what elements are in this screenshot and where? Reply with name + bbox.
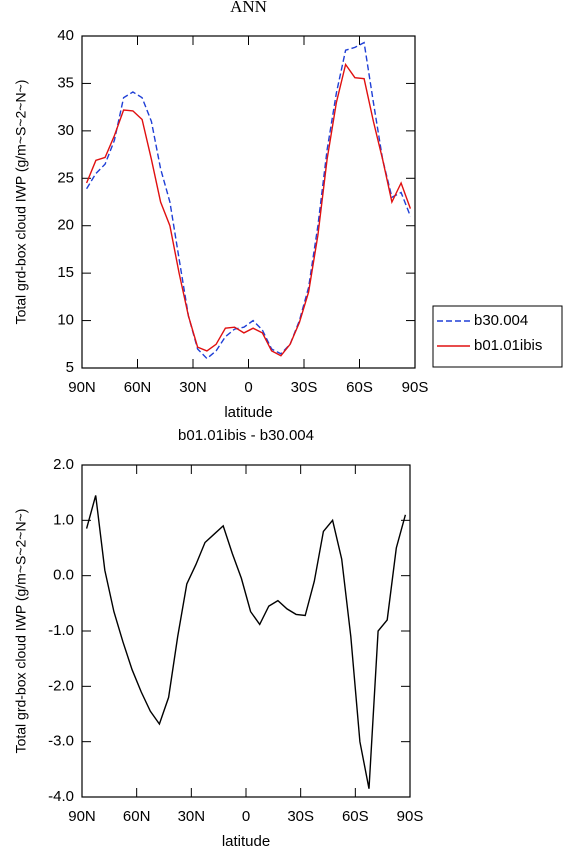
- y-tick-label: -4.0: [48, 788, 74, 805]
- y-tick-label: 1.0: [53, 511, 74, 528]
- y-tick-label: -2.0: [48, 677, 74, 694]
- y-axis-label: Total grd-box cloud IWP (g/m~S~2~N~): [13, 80, 29, 325]
- x-tick-label: 60S: [342, 808, 369, 825]
- legend-label: b30.004: [474, 312, 528, 329]
- x-tick-label: 30S: [287, 808, 314, 825]
- y-tick-label: 15: [57, 264, 74, 281]
- x-tick-label: 30N: [178, 808, 206, 825]
- chart-title: b01.01ibis - b30.004: [178, 427, 314, 444]
- legend-label: b01.01ibis: [474, 337, 542, 354]
- y-tick-label: 10: [57, 312, 74, 329]
- legend-box: [432, 305, 563, 368]
- x-tick-label: 30N: [179, 379, 207, 396]
- x-tick-label: 90S: [402, 379, 429, 396]
- data-line: [85, 495, 407, 789]
- x-tick-label: 0: [244, 379, 252, 396]
- data-line: [85, 62, 412, 357]
- chart-title: ANN: [230, 0, 267, 16]
- x-tick-label: 90N: [68, 379, 96, 396]
- y-tick-label: -3.0: [48, 733, 74, 750]
- plot-frame: [81, 464, 411, 798]
- y-tick-label: 0.0: [53, 567, 74, 584]
- x-axis-label: latitude: [222, 833, 270, 850]
- y-tick-label: 40: [57, 27, 74, 44]
- y-tick-label: 20: [57, 217, 74, 234]
- y-tick-label: 35: [57, 74, 74, 91]
- y-tick-label: 30: [57, 122, 74, 139]
- x-axis-label: latitude: [224, 404, 272, 421]
- x-tick-label: 30S: [291, 379, 318, 396]
- x-tick-label: 60N: [124, 379, 152, 396]
- x-tick-label: 90N: [68, 808, 96, 825]
- x-tick-label: 60S: [346, 379, 373, 396]
- x-tick-label: 90S: [397, 808, 424, 825]
- x-tick-label: 60N: [123, 808, 151, 825]
- x-tick-label: 0: [242, 808, 250, 825]
- y-tick-label: 25: [57, 169, 74, 186]
- y-tick-label: -1.0: [48, 622, 74, 639]
- plot-frame: [81, 35, 416, 369]
- y-axis-label: Total grd-box cloud IWP (g/m~S~2~N~): [13, 509, 29, 754]
- y-tick-label: 5: [66, 359, 74, 376]
- data-line: [86, 41, 412, 360]
- y-tick-label: 2.0: [53, 456, 74, 473]
